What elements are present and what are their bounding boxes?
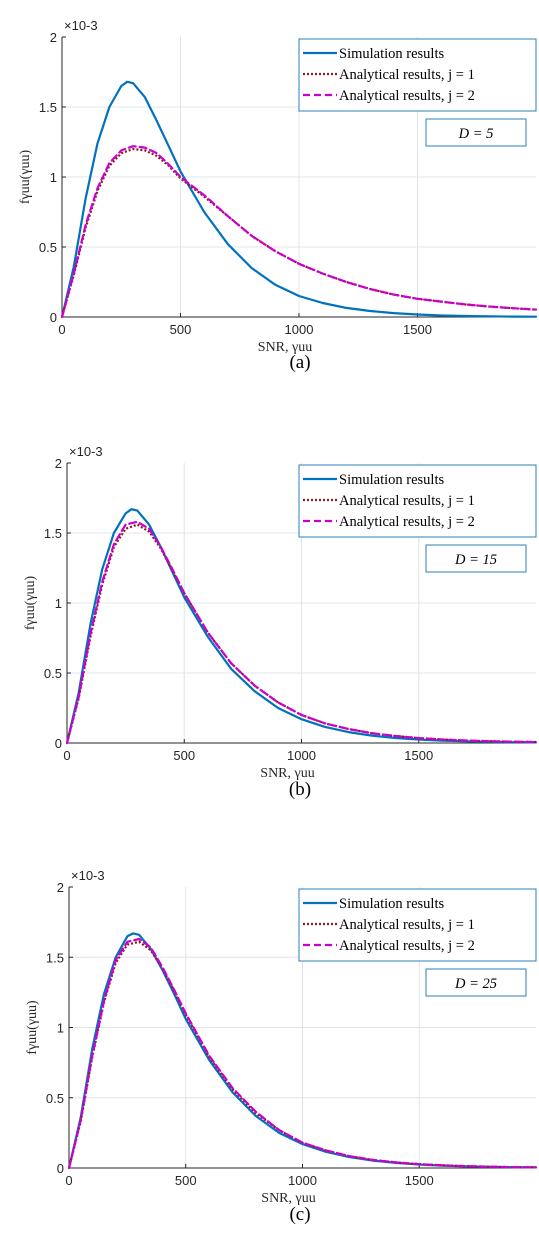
y-tick-label: 1	[50, 170, 57, 185]
y-tick-label: 1.5	[46, 950, 64, 965]
annotation-box	[425, 544, 527, 573]
legend-label-3: Analytical results, j = 2	[339, 938, 475, 954]
legend-label-1: Simulation results	[339, 472, 444, 488]
panel-caption: (c)	[289, 1204, 310, 1225]
legend-label-2: Analytical results, j = 1	[339, 67, 475, 83]
x-tick-label: 1500	[404, 748, 433, 763]
series-line-3	[65, 520, 538, 745]
annotation-label: D = 25	[454, 976, 497, 992]
y-tick-label: 1	[55, 596, 62, 611]
y-axis-label: fγuu(γuu)	[18, 149, 33, 204]
x-tick-label: 0	[58, 322, 65, 337]
y-tick-label: 2	[50, 30, 57, 45]
x-tick-label: 0	[63, 748, 70, 763]
series-line-3	[67, 937, 538, 1170]
legend-label-3: Analytical results, j = 2	[339, 88, 475, 104]
annotation-box	[425, 118, 527, 147]
y-exponent-label: ×10-3	[71, 868, 105, 883]
series-line-1	[65, 508, 538, 745]
y-tick-label: 0	[55, 736, 62, 751]
y-tick-label: 2	[55, 456, 62, 471]
y-exponent-label: ×10-3	[64, 18, 98, 33]
annotation-label: D = 15	[454, 552, 497, 568]
panel-caption: (b)	[289, 779, 311, 800]
x-axis-label: SNR, γuu	[260, 766, 314, 781]
legend-label-1: Simulation results	[339, 896, 444, 912]
annotation-box	[425, 968, 527, 997]
y-tick-label: 0	[57, 1161, 64, 1176]
x-axis-label: SNR, γuu	[261, 1191, 315, 1206]
chart-panel-b: 0 500 1000 1500 0 0.5 1 1.5 2 ×10-3 SNR, γuu fγuu(γ…	[23, 444, 538, 800]
x-tick-label: 500	[170, 322, 192, 337]
y-tick-label: 1.5	[39, 100, 57, 115]
y-axis-label: fγuu(γuu)	[23, 575, 38, 630]
x-tick-label: 1500	[405, 1173, 434, 1188]
x-axis-label: SNR, γuu	[258, 340, 312, 355]
annotation-label: D = 5	[458, 126, 494, 142]
legend-box	[298, 38, 537, 112]
chart-panel-a: 0 500 1000 1500 0 0.5 1 1.5 2 ×10-3 SNR, γuu fγuu(γ…	[18, 18, 538, 373]
y-axis-label: fγuu(γuu)	[25, 1000, 40, 1055]
legend-box	[298, 464, 537, 538]
x-tick-label: 500	[173, 748, 195, 763]
y-exponent-label: ×10-3	[69, 444, 103, 459]
y-tick-label: 0.5	[46, 1091, 64, 1106]
y-tick-label: 0.5	[44, 666, 62, 681]
x-tick-label: 500	[175, 1173, 197, 1188]
y-tick-label: 0	[50, 310, 57, 325]
panel-caption: (a)	[289, 352, 310, 373]
legend-label-1: Simulation results	[339, 46, 444, 62]
x-tick-label: 1000	[285, 322, 314, 337]
y-tick-label: 1.5	[44, 526, 62, 541]
x-tick-label: 1000	[288, 1173, 317, 1188]
x-tick-label: 0	[65, 1173, 72, 1188]
y-tick-label: 2	[57, 880, 64, 895]
x-tick-label: 1000	[287, 748, 316, 763]
series-line-3	[60, 145, 538, 319]
series-line-1	[60, 80, 538, 319]
y-tick-label: 0.5	[39, 240, 57, 255]
legend-box	[298, 888, 537, 962]
legend-label-3: Analytical results, j = 2	[339, 514, 475, 530]
y-tick-label: 1	[57, 1021, 64, 1036]
x-tick-label: 1500	[403, 322, 432, 337]
legend-label-2: Analytical results, j = 1	[339, 493, 475, 509]
legend-label-2: Analytical results, j = 1	[339, 917, 475, 933]
chart-panel-c: 0 500 1000 1500 0 0.5 1 1.5 2 ×10-3 SNR, γuu fγuu(γ…	[25, 868, 538, 1225]
